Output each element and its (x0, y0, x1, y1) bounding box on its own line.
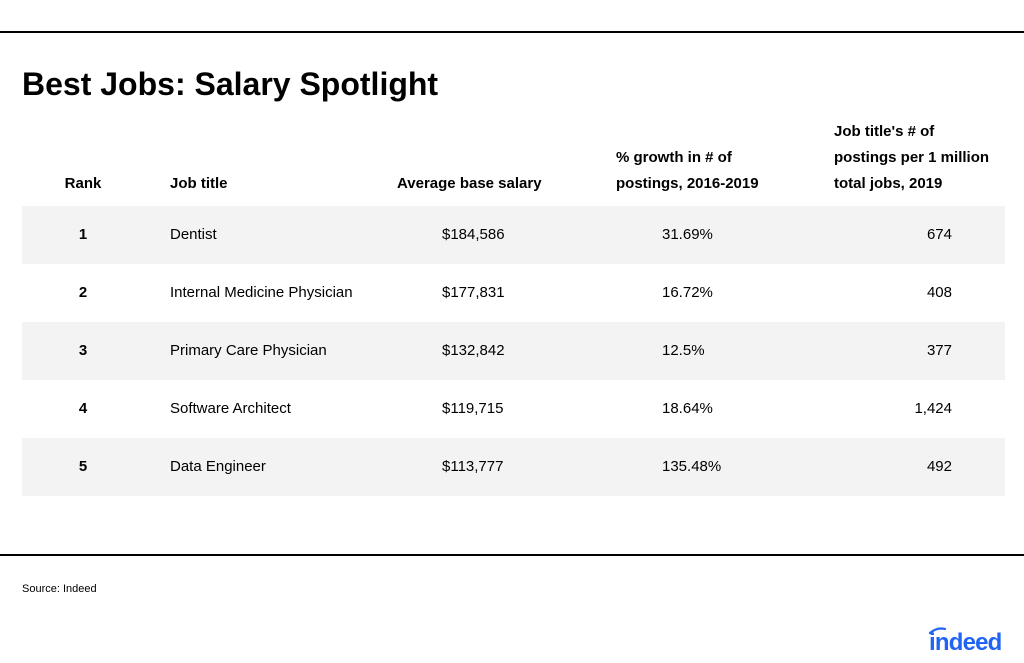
table-row: 5 Data Engineer $113,777 135.48% 492 (22, 438, 1005, 496)
growth-cell: 18.64% (662, 400, 713, 417)
job-title-cell: Internal Medicine Physician (170, 284, 353, 301)
indeed-logo-text: indeed (929, 629, 1002, 656)
job-title-cell: Software Architect (170, 400, 291, 417)
postings-cell: 492 (926, 458, 952, 475)
indeed-logo: indeed (928, 627, 1002, 656)
job-title-cell: Primary Care Physician (170, 342, 327, 359)
rank-cell: 5 (78, 458, 88, 475)
table-row: 4 Software Architect $119,715 18.64% 1,4… (22, 380, 1005, 438)
postings-cell: 377 (926, 342, 952, 359)
salary-cell: $132,842 (442, 342, 505, 359)
job-title-cell: Dentist (170, 226, 217, 243)
table-row: 3 Primary Care Physician $132,842 12.5% … (22, 322, 1005, 380)
indeed-logo-arc (928, 627, 947, 635)
column-header-growth-line-1: % growth in # of (616, 149, 732, 166)
salary-table: 1 Dentist $184,586 31.69% 674 2 Internal… (22, 206, 1005, 496)
postings-cell: 674 (926, 226, 952, 243)
column-header-growth-line-2: postings, 2016-2019 (616, 175, 759, 192)
growth-cell: 12.5% (662, 342, 705, 359)
source-note: Source: Indeed (22, 583, 97, 595)
rank-cell: 4 (78, 400, 88, 417)
page-title: Best Jobs: Salary Spotlight (22, 66, 439, 102)
column-header-salary: Average base salary (397, 175, 542, 192)
salary-cell: $177,831 (442, 284, 505, 301)
column-header-growth: % growth in # of postings, 2016-2019 (616, 145, 759, 197)
column-header-postings-line-1: Job title's # of (834, 123, 935, 140)
postings-cell: 1,424 (914, 400, 952, 417)
table-row: 1 Dentist $184,586 31.69% 674 (22, 206, 1005, 264)
column-header-job-title: Job title (170, 175, 228, 192)
column-header-rank-label: Rank (64, 175, 102, 192)
rank-cell: 3 (78, 342, 88, 359)
rank-cell: 1 (78, 226, 88, 243)
postings-cell: 408 (926, 284, 952, 301)
growth-cell: 16.72% (662, 284, 713, 301)
salary-cell: $119,715 (442, 400, 504, 417)
column-header-postings-line-2: postings per 1 million (834, 149, 990, 166)
top-divider (0, 31, 1024, 33)
job-title-cell: Data Engineer (170, 458, 266, 475)
column-header-postings: Job title's # of postings per 1 million … (834, 119, 989, 197)
salary-cell: $113,777 (442, 458, 504, 475)
growth-cell: 135.48% (662, 458, 722, 475)
salary-cell: $184,586 (442, 226, 505, 243)
rank-cell: 2 (78, 284, 88, 301)
table-row: 2 Internal Medicine Physician $177,831 1… (22, 264, 1005, 322)
growth-cell: 31.69% (662, 226, 713, 243)
bottom-divider (0, 554, 1024, 556)
column-header-postings-line-3: total jobs, 2019 (834, 175, 943, 192)
